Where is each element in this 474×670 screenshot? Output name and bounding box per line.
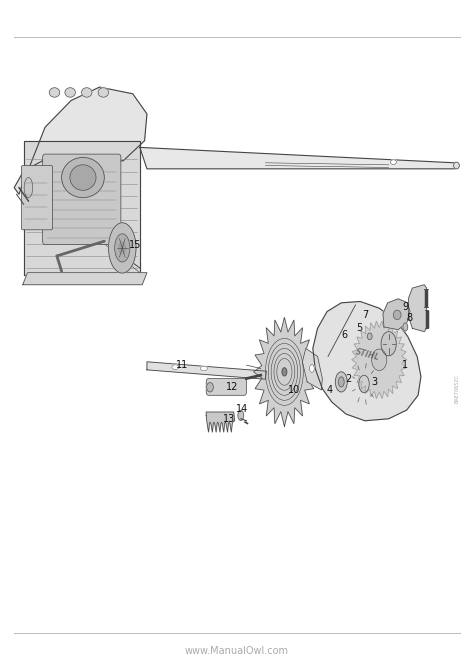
Polygon shape [206, 412, 235, 432]
Ellipse shape [62, 157, 104, 198]
Text: STIHL: STIHL [354, 348, 381, 362]
Text: www.ManualOwl.com: www.ManualOwl.com [185, 647, 289, 656]
FancyBboxPatch shape [21, 165, 53, 230]
Text: 9: 9 [402, 302, 408, 312]
Ellipse shape [200, 366, 207, 371]
Ellipse shape [454, 162, 459, 169]
Ellipse shape [372, 349, 387, 371]
Ellipse shape [172, 364, 179, 370]
Ellipse shape [70, 165, 96, 190]
Ellipse shape [238, 410, 244, 421]
Text: 7: 7 [362, 310, 368, 320]
Polygon shape [147, 362, 266, 379]
Ellipse shape [49, 88, 60, 97]
Ellipse shape [109, 223, 136, 273]
Ellipse shape [390, 160, 396, 165]
Polygon shape [313, 302, 421, 421]
FancyBboxPatch shape [43, 154, 121, 245]
Polygon shape [23, 273, 147, 285]
Polygon shape [254, 318, 315, 426]
Text: 8: 8 [407, 314, 412, 323]
Text: 15: 15 [129, 240, 141, 249]
Ellipse shape [338, 377, 344, 387]
FancyBboxPatch shape [206, 379, 246, 395]
Ellipse shape [82, 88, 92, 97]
Text: 11: 11 [176, 360, 189, 370]
Polygon shape [352, 321, 407, 399]
Ellipse shape [393, 310, 401, 320]
Text: 1: 1 [402, 360, 408, 370]
Text: 6: 6 [341, 330, 347, 340]
Ellipse shape [310, 364, 314, 373]
Ellipse shape [403, 323, 408, 331]
Polygon shape [140, 147, 455, 169]
Polygon shape [24, 141, 140, 275]
Text: 10: 10 [288, 385, 300, 395]
Ellipse shape [119, 242, 126, 254]
Polygon shape [14, 87, 147, 194]
Ellipse shape [359, 375, 369, 393]
Text: 2: 2 [345, 374, 352, 383]
Ellipse shape [335, 372, 347, 392]
Text: 3: 3 [372, 377, 377, 387]
Ellipse shape [115, 234, 130, 262]
Text: BAE70652C: BAE70652C [455, 374, 460, 403]
Ellipse shape [207, 383, 213, 392]
Text: 5: 5 [356, 324, 363, 333]
Text: 12: 12 [226, 383, 238, 392]
Ellipse shape [65, 88, 75, 97]
Polygon shape [383, 299, 410, 330]
Ellipse shape [381, 332, 396, 356]
Ellipse shape [98, 88, 109, 97]
Ellipse shape [282, 368, 287, 376]
Polygon shape [302, 348, 322, 390]
Text: 13: 13 [223, 414, 235, 423]
Ellipse shape [367, 333, 372, 340]
Text: 14: 14 [236, 404, 248, 413]
Ellipse shape [24, 178, 33, 198]
Polygon shape [409, 285, 427, 332]
Text: 4: 4 [327, 385, 332, 395]
